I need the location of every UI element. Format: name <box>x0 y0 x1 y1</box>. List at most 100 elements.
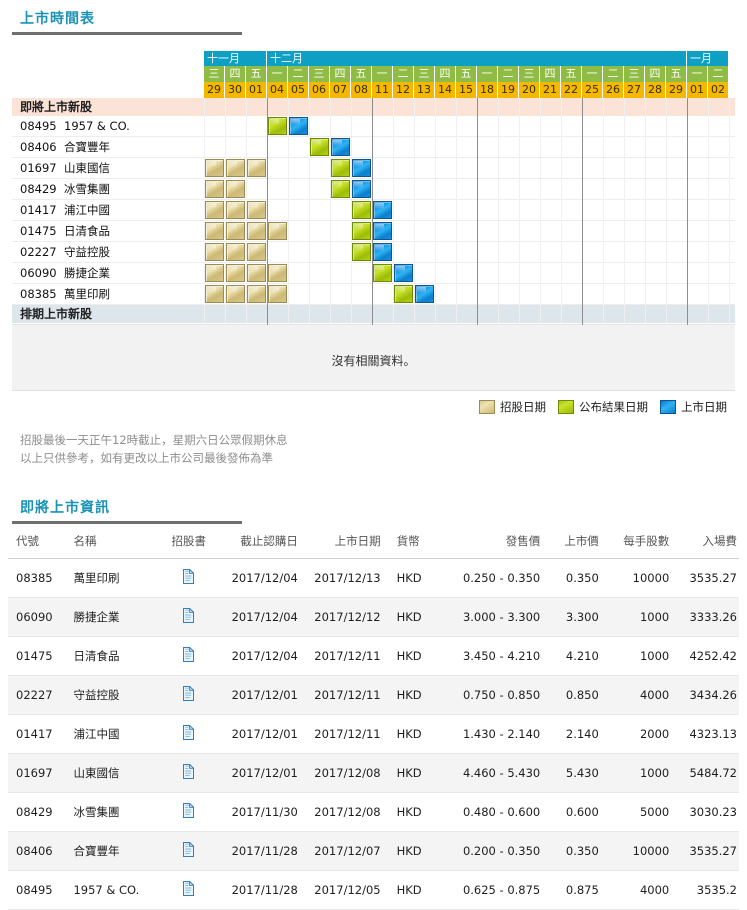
col-header-price-range[interactable]: 發售價 <box>439 524 547 559</box>
document-icon[interactable] <box>182 764 195 779</box>
gantt-bar-subscription[interactable] <box>247 285 266 303</box>
col-header-list-price[interactable]: 上市價 <box>546 524 605 559</box>
table-row[interactable]: 06090 勝捷企業 2017/12/04 2017/12/12 HKD 3.000 - … <box>8 597 739 637</box>
gantt-bar-subscription[interactable] <box>226 201 245 219</box>
document-icon[interactable] <box>182 608 195 623</box>
gantt-bar-subscription[interactable] <box>205 180 224 198</box>
prospectus-cell[interactable] <box>156 636 222 676</box>
gantt-bar-result[interactable] <box>331 180 350 198</box>
document-icon[interactable] <box>182 725 195 740</box>
ipo-list-date: 2017/12/11 <box>303 636 387 676</box>
gantt-bar-result[interactable] <box>352 243 371 261</box>
gantt-bar-subscription[interactable] <box>205 285 224 303</box>
gantt-bar-listing[interactable] <box>331 138 350 156</box>
document-icon[interactable] <box>182 881 195 896</box>
gantt-row-code: 01417 <box>20 203 57 217</box>
gantt-bar-subscription[interactable] <box>205 264 224 282</box>
gantt-bar-subscription[interactable] <box>268 222 287 240</box>
bar-gloss <box>228 287 238 294</box>
prospectus-cell[interactable] <box>156 753 222 793</box>
gantt-bar-subscription[interactable] <box>268 285 287 303</box>
gantt-bar-subscription[interactable] <box>226 285 245 303</box>
col-header-list-date[interactable]: 上市日期 <box>303 524 387 559</box>
document-icon[interactable] <box>182 842 195 857</box>
gantt-bar-subscription[interactable] <box>247 159 266 177</box>
gantt-bar-result[interactable] <box>310 138 329 156</box>
col-header-entry-fee[interactable]: 入場費 <box>675 524 739 559</box>
table-row[interactable]: 08385 萬里印刷 2017/12/04 2017/12/13 HKD 0.250 - … <box>8 558 739 598</box>
gantt-weekday-cell: 一 <box>372 66 393 82</box>
gantt-row[interactable]: 01417 浦江中國 <box>12 200 735 221</box>
bar-gloss <box>375 224 385 231</box>
bar-gloss <box>228 182 238 189</box>
gantt-bar-subscription[interactable] <box>247 264 266 282</box>
prospectus-cell[interactable] <box>156 792 222 832</box>
gantt-bar-subscription[interactable] <box>205 201 224 219</box>
gantt-bar-subscription[interactable] <box>226 264 245 282</box>
prospectus-cell[interactable] <box>156 831 222 871</box>
gantt-bar-subscription[interactable] <box>247 243 266 261</box>
col-header-deadline[interactable]: 截止認購日 <box>221 524 304 559</box>
gantt-bar-listing[interactable] <box>373 222 392 240</box>
document-icon[interactable] <box>182 647 195 662</box>
ipo-entry-fee: 3030.23 <box>675 792 739 832</box>
table-row[interactable]: 08429 冰雪集團 2017/11/30 2017/12/08 HKD 0.480 - … <box>8 792 739 832</box>
gantt-bar-listing[interactable] <box>415 285 434 303</box>
table-row[interactable]: 08406 合寶豐年 2017/11/28 2017/12/07 HKD 0.200 - … <box>8 831 739 871</box>
table-row[interactable]: 02227 守益控股 2017/12/01 2017/12/11 HKD 0.750 - … <box>8 675 739 715</box>
prospectus-cell[interactable] <box>156 597 222 637</box>
gantt-bar-subscription[interactable] <box>205 243 224 261</box>
gantt-bar-result[interactable] <box>268 117 287 135</box>
gantt-bar-listing[interactable] <box>373 201 392 219</box>
gantt-bar-result[interactable] <box>394 285 413 303</box>
table-row[interactable]: 01417 浦江中國 2017/12/01 2017/12/11 HKD 1.430 - … <box>8 714 739 754</box>
gantt-row[interactable]: 02227 守益控股 <box>12 242 735 263</box>
gantt-bar-listing[interactable] <box>352 180 371 198</box>
gantt-bar-subscription[interactable] <box>226 243 245 261</box>
gantt-row[interactable]: 06090 勝捷企業 <box>12 263 735 284</box>
prospectus-cell[interactable] <box>156 675 222 715</box>
gantt-bar-subscription[interactable] <box>226 180 245 198</box>
gantt-bar-result[interactable] <box>331 159 350 177</box>
info-title: 即將上市資訊 <box>20 500 110 516</box>
document-icon[interactable] <box>182 686 195 701</box>
col-header-name[interactable]: 名稱 <box>67 524 157 559</box>
gantt-row[interactable]: 08429 冰雪集團 <box>12 179 735 200</box>
prospectus-cell[interactable] <box>156 714 222 754</box>
gantt-row[interactable]: 08406 合寶豐年 <box>12 137 735 158</box>
gantt-day-cell: 26 <box>603 82 624 98</box>
gantt-bar-subscription[interactable] <box>205 222 224 240</box>
gantt-bar-result[interactable] <box>352 222 371 240</box>
gantt-bar-listing[interactable] <box>289 117 308 135</box>
prospectus-cell[interactable] <box>156 870 222 910</box>
gantt-bar-subscription[interactable] <box>247 201 266 219</box>
gantt-day-cell: 15 <box>456 82 477 98</box>
ipo-lot-size: 1000 <box>604 636 676 676</box>
table-row[interactable]: 08495 1957 & CO. 2017/11/28 2017/12/05 HKD 0.… <box>8 870 739 910</box>
document-icon[interactable] <box>182 803 195 818</box>
table-row[interactable]: 01475 日清食品 2017/12/04 2017/12/11 HKD 3.450 - … <box>8 636 739 676</box>
gantt-row[interactable]: 01697 山東國信 <box>12 158 735 179</box>
gantt-bar-subscription[interactable] <box>205 159 224 177</box>
gantt-bar-subscription[interactable] <box>226 159 245 177</box>
gantt-column-divider <box>603 98 604 325</box>
col-header-lot-size[interactable]: 每手股數 <box>604 524 676 559</box>
gantt-bar-result[interactable] <box>352 201 371 219</box>
gantt-bar-subscription[interactable] <box>268 264 287 282</box>
gantt-bar-result[interactable] <box>373 264 392 282</box>
ipo-list-price: 0.350 <box>546 831 605 871</box>
gantt-row[interactable]: 08385 萬里印刷 <box>12 284 735 305</box>
gantt-bar-subscription[interactable] <box>247 222 266 240</box>
gantt-bar-listing[interactable] <box>394 264 413 282</box>
prospectus-cell[interactable] <box>156 558 222 598</box>
gantt-bar-listing[interactable] <box>373 243 392 261</box>
col-header-code[interactable]: 代號 <box>8 524 68 559</box>
gantt-row[interactable]: 08495 1957 & CO. <box>12 116 735 137</box>
gantt-bar-subscription[interactable] <box>226 222 245 240</box>
col-header-currency[interactable]: 貨幣 <box>386 524 440 559</box>
col-header-prospectus[interactable]: 招股書 <box>156 524 222 559</box>
table-row[interactable]: 01697 山東國信 2017/12/01 2017/12/08 HKD 4.460 - … <box>8 753 739 793</box>
gantt-bar-listing[interactable] <box>352 159 371 177</box>
document-icon[interactable] <box>182 569 195 584</box>
gantt-row[interactable]: 01475 日清食品 <box>12 221 735 242</box>
